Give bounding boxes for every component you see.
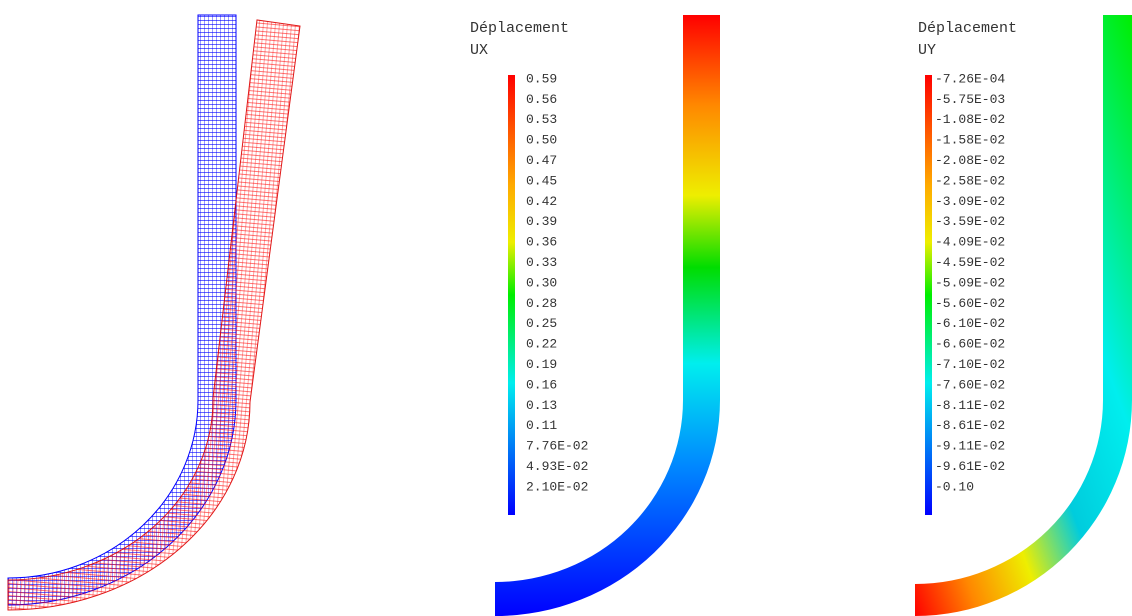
legend-level: -9.11E-02: [935, 439, 1005, 454]
legend-level: -8.11E-02: [935, 398, 1005, 413]
legend-level: 0.42: [526, 194, 557, 209]
uy-field: [915, 15, 1132, 616]
colorbar: [508, 75, 515, 515]
legend-level: 0.53: [526, 112, 557, 127]
legend-level: -7.26E-04: [935, 71, 1005, 86]
legend-level: 7.76E-02: [526, 439, 588, 454]
legend-level: -6.10E-02: [935, 316, 1005, 331]
legend-level: -2.58E-02: [935, 173, 1005, 188]
legend-level: 0.30: [526, 275, 557, 290]
legend-level: 0.11: [526, 418, 557, 433]
legend-level: 0.39: [526, 214, 557, 229]
legend-level: 0.28: [526, 296, 557, 311]
legend-component: UX: [470, 42, 488, 59]
legend-level: 0.36: [526, 235, 557, 250]
legend-level: 4.93E-02: [526, 459, 588, 474]
legend-level: -4.59E-02: [935, 255, 1005, 270]
legend-level: 0.45: [526, 173, 557, 188]
legend-level: 0.33: [526, 255, 557, 270]
ux-field: [495, 15, 720, 616]
legend-level: -1.08E-02: [935, 112, 1005, 127]
legend-level: -0.10: [935, 479, 974, 494]
legend-level: 2.10E-02: [526, 479, 588, 494]
legend-level: 0.56: [526, 92, 557, 107]
legend-level: 0.47: [526, 153, 557, 168]
legend-level: -4.09E-02: [935, 235, 1005, 250]
legend-level: -1.58E-02: [935, 133, 1005, 148]
legend-level: 0.25: [526, 316, 557, 331]
legend-level: -3.59E-02: [935, 214, 1005, 229]
legend-level: -5.60E-02: [935, 296, 1005, 311]
legend-title: Déplacement: [470, 20, 569, 37]
legend-level: -7.10E-02: [935, 357, 1005, 372]
legend-level: -6.60E-02: [935, 337, 1005, 352]
legend-level: 0.13: [526, 398, 557, 413]
deformed-mesh: [7, 19, 301, 611]
legend-level: -7.60E-02: [935, 377, 1005, 392]
legend-level: -9.61E-02: [935, 459, 1005, 474]
legend-level: 0.50: [526, 133, 557, 148]
legend-level: -2.08E-02: [935, 153, 1005, 168]
legend-level: -8.61E-02: [935, 418, 1005, 433]
legend-level: 0.16: [526, 377, 557, 392]
legend-level: 0.22: [526, 337, 557, 352]
legend-level: -3.09E-02: [935, 194, 1005, 209]
legend-level: 0.59: [526, 71, 557, 86]
legend-level: -5.09E-02: [935, 275, 1005, 290]
legend-title: Déplacement: [918, 20, 1017, 37]
legend-component: UY: [918, 42, 936, 59]
legend-level: -5.75E-03: [935, 92, 1005, 107]
legend-level: 0.19: [526, 357, 557, 372]
colorbar: [925, 75, 932, 515]
